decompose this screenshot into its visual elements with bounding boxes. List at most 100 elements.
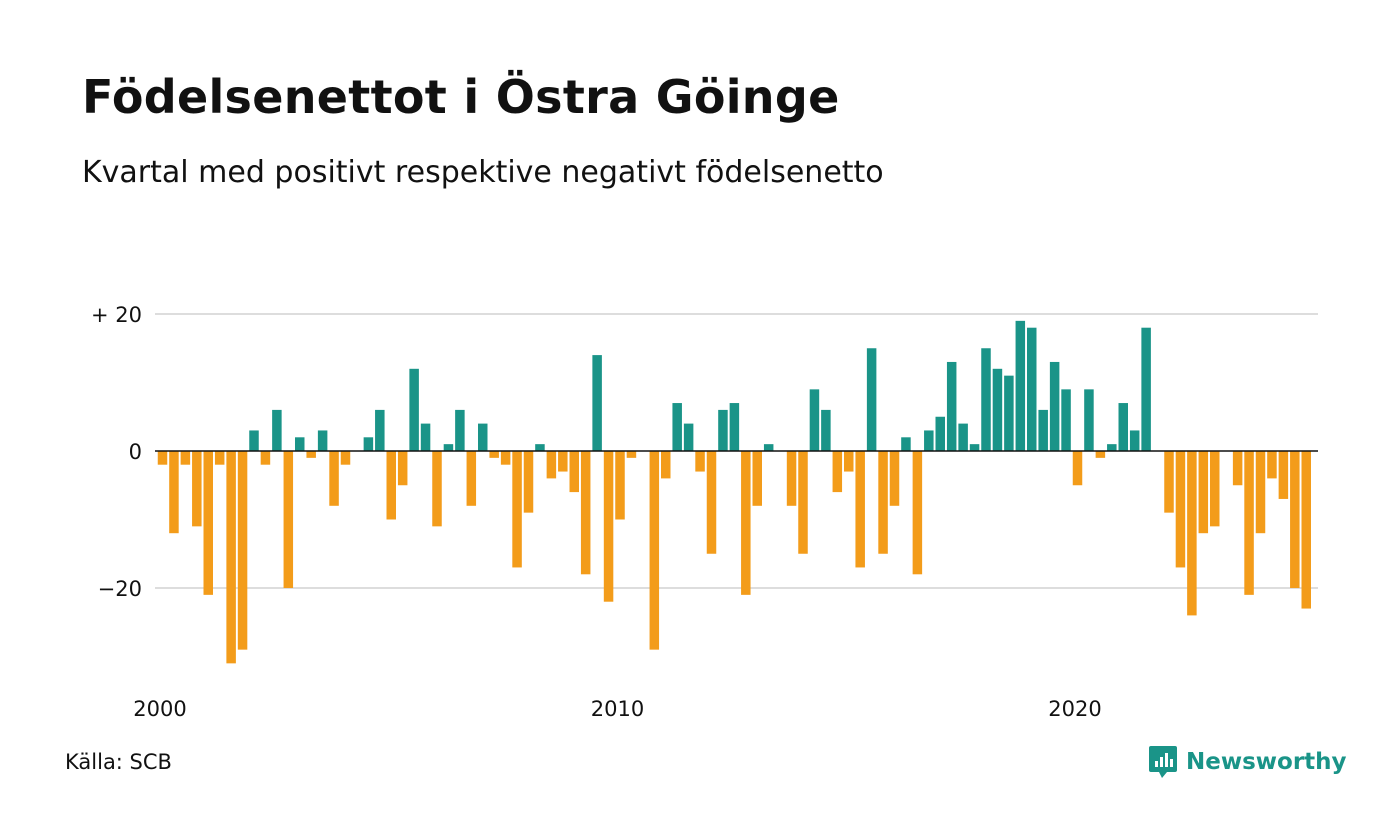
bar [786,451,797,506]
bar [569,451,579,493]
bar [363,437,374,451]
bar [249,430,259,451]
bar [752,451,762,506]
bar [432,451,442,527]
bar [695,451,705,472]
axis-layer: + 20 0 −20 2000 2010 2020 [91,303,1318,721]
bar [592,355,602,451]
bar [214,451,225,465]
bar [1129,430,1140,451]
bar [626,451,637,458]
bar [157,451,168,465]
bar [866,348,877,451]
bar [672,403,682,451]
chart-subtitle: Kvartal med positivt respektive negativt… [82,155,884,190]
bar [386,451,396,520]
bar [1095,451,1106,458]
bar [1175,451,1186,568]
bar [1107,444,1117,451]
bar [946,361,957,451]
bar [535,444,545,451]
bar [180,451,191,465]
bar [272,409,282,451]
newsworthy-logo-icon [1149,746,1177,778]
bar [1118,403,1128,451]
bar [283,451,294,588]
y-tick-label: 0 [129,440,142,464]
bar [203,451,213,595]
bar [169,451,179,534]
bar [1267,451,1277,479]
bar [706,451,717,554]
bar [1278,451,1289,499]
bar [729,403,740,451]
bar [1187,451,1197,616]
bar [295,437,305,451]
bar [969,444,980,451]
bar [1049,361,1060,451]
bar [741,451,751,595]
bar [1141,327,1151,451]
bar [1255,451,1266,534]
bar [1004,375,1014,451]
bar [718,409,728,451]
bar [478,423,488,451]
bar [889,451,900,506]
bar [500,451,511,465]
bar [443,444,454,451]
bar [1061,389,1071,451]
bar [809,389,820,451]
bar [603,451,614,602]
bar [1244,451,1254,595]
bar [901,437,911,451]
bar [649,451,660,650]
bar [523,451,534,513]
bar [763,444,774,451]
bar [798,451,808,554]
bar [661,451,671,479]
bar [832,451,843,493]
bar [466,451,477,506]
bar [935,416,945,451]
x-tick-label: 2010 [591,697,644,721]
bar [512,451,522,568]
x-tick-label: 2020 [1048,697,1101,721]
bar [878,451,888,554]
y-tick-label: + 20 [91,303,142,327]
bar [683,423,694,451]
bar [1084,389,1094,451]
bar [1015,320,1026,451]
bar [924,430,934,451]
bar [546,451,557,479]
bar [992,368,1003,451]
bar [844,451,854,472]
bar [455,409,465,451]
bar [409,368,419,451]
bar [912,451,923,575]
bar [1232,451,1243,486]
brand-logo[interactable]: Newsworthy [1148,744,1347,780]
bar [1038,409,1048,451]
x-tick-label: 2000 [133,697,186,721]
bar [1301,451,1311,609]
bar [1027,327,1037,451]
bar [375,409,385,451]
bar [329,451,339,506]
bar [226,451,236,664]
bar [420,423,431,451]
bar [1164,451,1174,513]
bar [306,451,316,458]
grid-layer [155,313,1318,589]
bar [558,451,568,472]
bar [615,451,625,520]
bar [397,451,408,486]
bar [855,451,865,568]
chart-title: Födelsenettot i Östra Göinge [82,70,840,124]
bar [1072,451,1083,486]
bar [340,451,351,465]
bars-layer [157,320,1311,664]
bar [958,423,968,451]
bar [1198,451,1209,534]
bar [1290,451,1300,588]
